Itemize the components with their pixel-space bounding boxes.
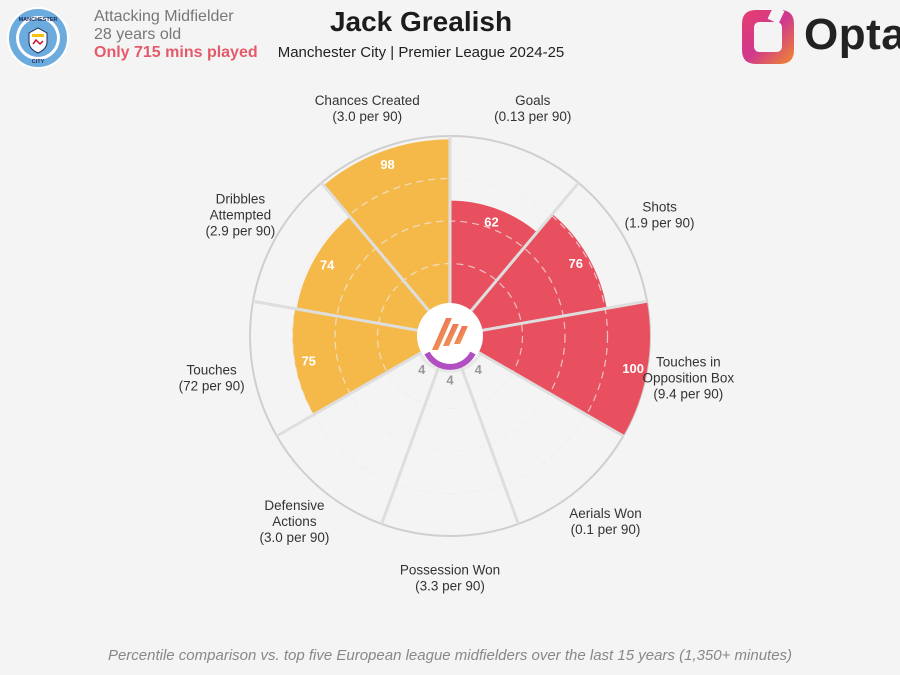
radar-bar-touches-in-opposition-box <box>475 301 650 436</box>
opta-logo-icon <box>742 6 794 64</box>
metric-label: Touches (72 per 90) <box>179 363 245 394</box>
metric-label: Defensive Actions (3.0 per 90) <box>260 498 330 545</box>
radar-value-label: 4 <box>446 373 454 388</box>
radar-spoke <box>276 349 425 438</box>
radar-value-label: 76 <box>569 256 583 271</box>
radar-value-label: 62 <box>484 214 498 229</box>
center-logo <box>417 303 483 370</box>
opta-wordmark: Opta <box>804 10 900 59</box>
center-ring <box>424 351 476 370</box>
footnote: Percentile comparison vs. top five Europ… <box>107 647 793 664</box>
minutes-played-note: Only 715 mins played <box>94 44 258 61</box>
metric-label: Goals (0.13 per 90) <box>494 93 571 124</box>
radar-value-label: 4 <box>418 362 426 377</box>
chart-subtitle: Manchester City | Premier League 2024-25 <box>277 44 565 61</box>
metric-label: Chances Created (3.0 per 90) <box>315 93 420 124</box>
radar-spoke <box>475 349 624 438</box>
radar-bar-goals <box>450 200 538 314</box>
metric-label: Shots (1.9 per 90) <box>625 200 695 231</box>
radar-bar-dribbles-attempted <box>296 216 431 331</box>
player-age: 28 years old <box>94 26 182 43</box>
metric-label: Dribbles Attempted (2.9 per 90) <box>206 192 276 239</box>
radar-bar-chances-created <box>323 139 450 314</box>
radar-spoke <box>252 299 421 333</box>
radar-value-label: 98 <box>380 157 394 172</box>
crest-top-text: MANCHESTER <box>19 17 58 23</box>
radar-spoke <box>479 299 648 333</box>
radar-value-label: 75 <box>301 353 315 368</box>
club-crest-icon: MANCHESTER CITY <box>7 7 69 69</box>
radar-gridline-shadow <box>292 178 608 494</box>
radar-value-label: 4 <box>475 362 483 377</box>
radar-spoke <box>468 181 580 314</box>
chart-title: Jack Grealish <box>329 6 513 37</box>
metric-label: Possession Won (3.3 per 90) <box>400 563 500 594</box>
radar-spoke <box>320 181 432 314</box>
radar-bar-touches <box>292 308 425 415</box>
radar-value-label: 74 <box>320 258 335 273</box>
player-meta: Attacking Midfielder 28 years old Only 7… <box>94 8 258 62</box>
radar-bar-shots <box>469 214 607 331</box>
radar-spoke <box>380 363 442 525</box>
player-position: Attacking Midfielder <box>94 8 234 25</box>
crest-bottom-text: CITY <box>32 59 45 65</box>
metric-label: Aerials Won (0.1 per 90) <box>569 506 642 537</box>
center-slash-icon <box>432 318 452 350</box>
radar-value-label: 100 <box>622 361 644 376</box>
radar-gridline <box>291 177 609 495</box>
metric-label: Touches in Opposition Box (9.4 per 90) <box>643 355 735 402</box>
radar-spoke <box>458 363 520 525</box>
